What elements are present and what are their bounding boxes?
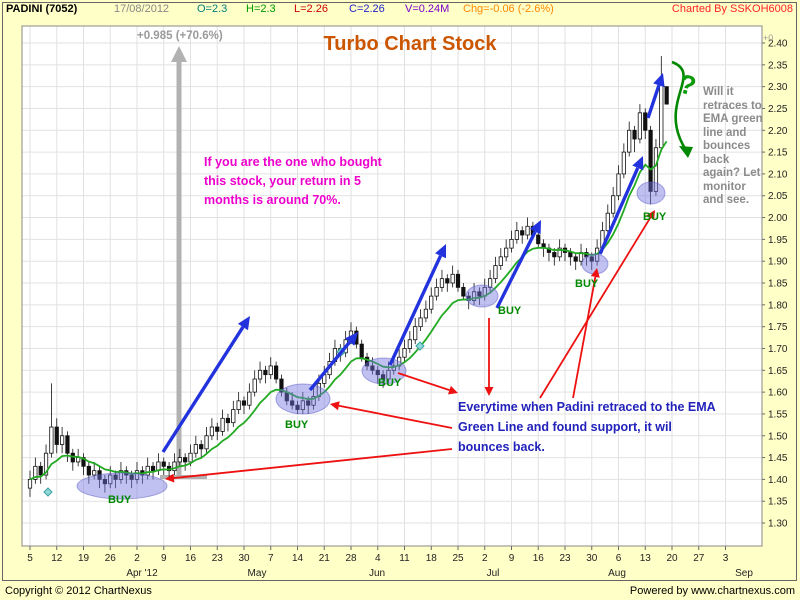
svg-text:13: 13 [640, 553, 652, 564]
chart-canvas[interactable]: BUYBUYBUYBUYBUYBUY2.402.352.302.252.202.… [0, 0, 800, 582]
svg-text:2.40: 2.40 [768, 39, 788, 50]
svg-text:2.25: 2.25 [768, 104, 788, 115]
svg-text:12: 12 [51, 553, 63, 564]
svg-text:7: 7 [268, 553, 274, 564]
svg-text:1.60: 1.60 [768, 388, 788, 399]
candlestick-series [27, 56, 669, 497]
svg-text:2.15: 2.15 [768, 148, 788, 159]
svg-text:16: 16 [185, 553, 197, 564]
quote-header: PADINI (7052) 17/08/2012 O=2.3 H=2.3 L=2… [0, 0, 800, 18]
quote-low: L=2.26 [294, 3, 328, 15]
retrace-note: Everytime when Padini retraced to the EM… [458, 400, 716, 454]
svg-text:26: 26 [105, 553, 117, 564]
svg-text:25: 25 [452, 553, 464, 564]
svg-text:Aug: Aug [608, 568, 626, 579]
svg-text:3: 3 [723, 553, 729, 564]
red-retrace-arrows [165, 210, 655, 483]
svg-text:19: 19 [78, 553, 90, 564]
buy-label: BUY [575, 278, 599, 290]
svg-text:1.45: 1.45 [768, 453, 788, 464]
svg-text:5: 5 [27, 553, 33, 564]
svg-text:1.75: 1.75 [768, 322, 788, 333]
support-highlight-ellipse [361, 357, 407, 385]
quote-volume: V=0.24M [405, 3, 450, 15]
svg-text:2.30: 2.30 [768, 82, 788, 93]
copyright-label: Copyright © 2012 ChartNexus [5, 585, 152, 597]
buy-label: BUY [285, 419, 309, 431]
svg-text:1.70: 1.70 [768, 344, 788, 355]
svg-text:1.30: 1.30 [768, 519, 788, 530]
plot-border [21, 25, 763, 547]
support-highlight-ellipse [76, 472, 168, 500]
svg-text:2.10: 2.10 [768, 169, 788, 180]
svg-text:1.40: 1.40 [768, 475, 788, 486]
stock-symbol: PADINI (7052) [6, 3, 78, 15]
powered-by-label: Powered by www.chartnexus.com [629, 585, 795, 597]
svg-text:30: 30 [586, 553, 598, 564]
x-axis-labels: 5 12 19 26 2 9 16 23 30 7 14 21 28 4 11 18 25 2 9 16 23 30 6 13… [27, 546, 753, 579]
svg-text:1.95: 1.95 [768, 235, 788, 246]
blue-trend-arrows [161, 73, 665, 453]
svg-text:23: 23 [559, 553, 571, 564]
svg-text:May: May [248, 568, 267, 579]
svg-text:1.90: 1.90 [768, 257, 788, 268]
svg-text:1.50: 1.50 [768, 431, 788, 442]
svg-text:9: 9 [161, 553, 167, 564]
svg-text:30: 30 [238, 553, 250, 564]
support-highlight-ellipse [636, 181, 666, 205]
svg-text:Jun: Jun [369, 568, 385, 579]
gain-annotation-label: +0.985 (+70.6%) [137, 30, 223, 42]
quote-close: C=2.26 [349, 3, 385, 15]
svg-text:9: 9 [509, 553, 515, 564]
svg-text:Jul: Jul [487, 568, 500, 579]
buy-label: BUY [498, 305, 522, 317]
support-highlight-ellipse [275, 383, 331, 415]
svg-text:4: 4 [375, 553, 381, 564]
buy-label: BUY [643, 211, 667, 223]
monitor-note: Will it retraces to EMA green line and b… [703, 86, 763, 206]
return-note: If you are the one who bought this stock… [204, 155, 382, 207]
support-highlight-ellipse [465, 284, 499, 308]
buy-label: BUY [378, 377, 402, 389]
y-axis-labels: 2.40 2.35 2.30 2.25 2.20 2.15 2.10 2.05 2.00 1.95… [762, 39, 788, 530]
event-marker [43, 487, 53, 497]
svg-text:1.80: 1.80 [768, 300, 788, 311]
svg-text:2.00: 2.00 [768, 213, 788, 224]
svg-text:Sep: Sep [735, 568, 753, 579]
svg-text:1.85: 1.85 [768, 279, 788, 290]
charted-by-label: Charted By SSKOH6008 [671, 3, 793, 15]
svg-text:Apr '12: Apr '12 [126, 568, 158, 579]
svg-text:20: 20 [666, 553, 678, 564]
quote-date: 17/08/2012 [114, 3, 170, 15]
svg-text:2.35: 2.35 [768, 60, 788, 71]
svg-text:27: 27 [693, 553, 705, 564]
svg-text:21: 21 [319, 553, 331, 564]
chart-title: Turbo Chart Stock [323, 33, 497, 55]
green-curve-arrow [671, 60, 693, 158]
svg-text:28: 28 [345, 553, 357, 564]
clipped-annotation: +0 [763, 33, 773, 43]
svg-text:2: 2 [482, 553, 488, 564]
svg-text:1.65: 1.65 [768, 366, 788, 377]
event-marker [415, 341, 425, 351]
svg-text:18: 18 [426, 553, 438, 564]
quote-high: H=2.3 [246, 3, 276, 15]
quote-open: O=2.3 [197, 3, 228, 15]
svg-text:2.05: 2.05 [768, 191, 788, 202]
svg-text:14: 14 [292, 553, 304, 564]
svg-text:2.20: 2.20 [768, 126, 788, 137]
svg-text:11: 11 [399, 553, 410, 564]
svg-text:1.55: 1.55 [768, 409, 788, 420]
svg-text:23: 23 [212, 553, 224, 564]
svg-text:2: 2 [134, 553, 140, 564]
svg-text:6: 6 [616, 553, 622, 564]
svg-text:1.35: 1.35 [768, 497, 788, 508]
quote-change: Chg=-0.06 (-2.6%) [463, 3, 554, 15]
svg-text:16: 16 [533, 553, 545, 564]
buy-label: BUY [108, 494, 132, 506]
